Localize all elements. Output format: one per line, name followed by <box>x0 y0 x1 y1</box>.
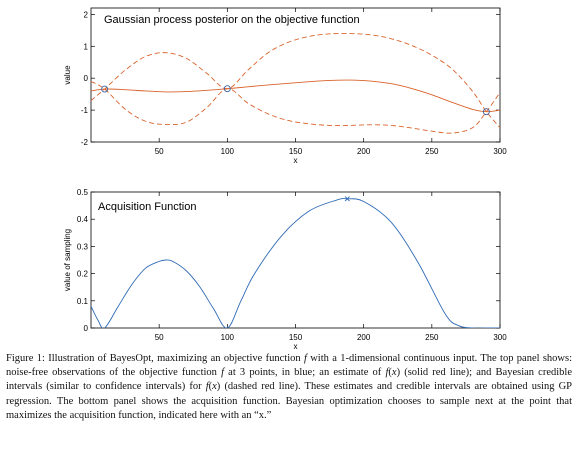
top-panel-title: Gaussian process posterior on the object… <box>104 14 360 26</box>
top-panel-series-lower-credible <box>91 80 500 134</box>
bottom-panel-xtick-label: 300 <box>493 333 507 342</box>
bottom-panel-series-acquisition <box>91 198 500 328</box>
bottom-panel-ytick-label: 0.4 <box>77 215 89 224</box>
top-panel-xtick-label: 200 <box>357 147 371 156</box>
next-sample-marker-stroke <box>344 196 350 202</box>
top-panel-xtick-label: 150 <box>289 147 303 156</box>
bottom-panel-xlabel: x <box>294 342 298 351</box>
bottom-panel-xtick-label: 250 <box>425 333 439 342</box>
figure: 50 100 150 200 250 300 -2 -1 0 1 2 x value Gaussian p… <box>63 7 507 351</box>
caption-math: f <box>303 353 307 364</box>
bottom-panel-ylabel: value of sampling <box>63 229 72 291</box>
bottom-panel-title: Acquisition Function <box>98 201 196 213</box>
next-sample-marker <box>344 196 350 202</box>
caption-math: x <box>212 381 217 393</box>
top-panel-ytick-label: 1 <box>84 42 89 51</box>
bottom-panel-ytick-label: 0.5 <box>77 188 89 197</box>
top-panel-series-mean <box>91 79 500 113</box>
caption-text: input. The top panel shows: noise-free o… <box>6 353 573 379</box>
observation-point <box>223 85 231 93</box>
bottom-panel-ytick-label: 0.2 <box>77 270 89 279</box>
caption-math: f <box>205 381 209 393</box>
top-panel-xtick-label: 300 <box>493 147 507 156</box>
bottom-panel-ytick-label: 0 <box>84 324 89 333</box>
top-panel-ytick-label: 0 <box>84 74 89 83</box>
caption-text: ) (solid red line); and Bayesian credibl… <box>6 367 572 393</box>
caption-text: at 3 points, in blue; an <box>224 367 330 379</box>
top-panel-xlabel: x <box>294 156 298 165</box>
top-panel-series-upper-credible <box>91 32 500 128</box>
top-panel-ytick-label: 2 <box>84 10 89 19</box>
top-panel-xtick-label: 50 <box>155 147 164 156</box>
top-panel-ytick-label: -1 <box>81 106 89 115</box>
bottom-panel-ytick-label: 0.1 <box>77 297 89 306</box>
observation-point <box>101 85 109 93</box>
caption-text: the acquisition function, indicated here… <box>54 409 272 421</box>
bottom-panel-xtick-label: 50 <box>155 333 164 342</box>
caption-text: ) <box>216 381 221 393</box>
bottom-panel-xtick-label: 200 <box>357 333 371 342</box>
caption-text: estimate of <box>333 367 386 379</box>
figure-caption: Figure 1: Illustration of BayesOpt, maxi… <box>6 352 572 423</box>
top-panel-xtick-label: 250 <box>425 147 439 156</box>
caption-text: ( <box>208 381 213 393</box>
caption-math: f <box>385 367 389 379</box>
caption-math: x <box>391 367 397 379</box>
caption-math: f <box>221 367 225 379</box>
caption-text: (dashed red line). These estimates and c… <box>6 381 572 407</box>
bottom-panel-xtick-label: 100 <box>221 333 235 342</box>
caption-text: with a 1-dimensional continuous <box>306 353 450 364</box>
top-panel-xtick-label: 100 <box>221 147 235 156</box>
caption-text: Figure 1: Illustration of BayesOpt, maxi… <box>6 353 304 364</box>
caption-text: shows the acquisition function. Bayesian… <box>6 395 572 421</box>
observation-point <box>482 108 490 116</box>
top-panel-ylabel: value <box>63 65 72 85</box>
bottom-panel-xtick-label: 150 <box>289 333 303 342</box>
bottom-panel-ytick-label: 0.3 <box>77 242 89 251</box>
caption-text: ( <box>388 367 392 379</box>
top-panel-ytick-label: -2 <box>81 138 89 147</box>
